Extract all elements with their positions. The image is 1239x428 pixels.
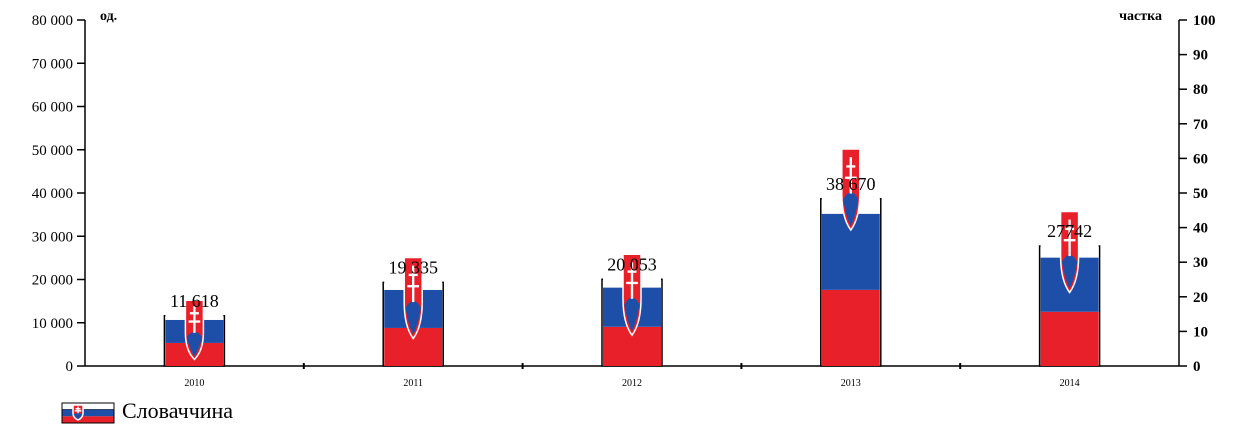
left-tick-label: 40 000 bbox=[32, 186, 73, 202]
data-label: 20 053 bbox=[607, 254, 657, 274]
data-label: 27742 bbox=[1047, 221, 1092, 241]
bar-share-red bbox=[1040, 311, 1099, 366]
left-tick-label: 0 bbox=[66, 359, 74, 375]
legend-swatch-border bbox=[61, 402, 115, 424]
coat-of-arms-icon bbox=[622, 253, 642, 337]
legend-label: Словаччина bbox=[122, 398, 233, 423]
bar-group-2014: 27742 2014 bbox=[1038, 203, 1101, 389]
left-tick-label: 20 000 bbox=[32, 273, 73, 289]
right-tick-label: 20 bbox=[1193, 290, 1208, 306]
right-tick-label: 30 bbox=[1193, 255, 1208, 271]
left-tick-label: 60 000 bbox=[32, 100, 73, 116]
right-tick-label: 70 bbox=[1193, 117, 1208, 133]
legend-swatch-red bbox=[62, 416, 114, 423]
right-tick-label: 50 bbox=[1193, 186, 1208, 202]
x-tick-label: 2011 bbox=[403, 378, 423, 389]
data-label: 38 670 bbox=[826, 174, 876, 194]
left-axis-title: од. bbox=[100, 9, 117, 24]
right-y-axis: 0 10 20 30 40 50 60 70 80 90 100 bbox=[1178, 13, 1216, 375]
right-axis-title: частка bbox=[1119, 9, 1162, 24]
legend: Словаччина bbox=[61, 398, 233, 424]
coat-of-arms-icon bbox=[403, 256, 423, 340]
left-tick-label: 50 000 bbox=[32, 143, 73, 159]
left-tick-label: 70 000 bbox=[32, 56, 73, 72]
right-tick-label: 0 bbox=[1193, 359, 1201, 375]
legend-swatch-blue bbox=[62, 409, 114, 417]
left-tick-label: 30 000 bbox=[32, 229, 73, 245]
legend-swatch-white bbox=[61, 402, 115, 411]
bar-group-2010: 11 618 2010 bbox=[163, 291, 226, 389]
right-tick-label: 60 bbox=[1193, 151, 1208, 167]
right-tick-label: 40 bbox=[1193, 221, 1208, 237]
coat-of-arms-icon bbox=[184, 299, 205, 361]
left-tick-label: 10 000 bbox=[32, 316, 73, 332]
bars: 11 618 2010 19 335 2011 20 053 2012 38 670 2013… bbox=[163, 137, 1101, 389]
legend-swatch bbox=[61, 402, 115, 424]
right-tick-label: 100 bbox=[1193, 13, 1216, 29]
right-tick-label: 90 bbox=[1193, 48, 1208, 64]
right-tick-label: 80 bbox=[1193, 82, 1208, 98]
coat-of-arms-icon bbox=[72, 404, 84, 421]
data-label: 11 618 bbox=[170, 291, 219, 311]
bar-group-2011: 19 335 2011 bbox=[382, 251, 444, 389]
coat-of-arms-icon bbox=[841, 148, 861, 232]
bar-group-2012: 20 053 2012 bbox=[601, 248, 663, 389]
x-tick-label: 2013 bbox=[841, 378, 861, 389]
bar-group-2013: 38 670 2013 bbox=[820, 137, 882, 389]
x-tick-label: 2014 bbox=[1060, 378, 1080, 389]
left-y-axis: 0 10 000 20 000 30 000 40 000 50 000 60 000 70 … bbox=[32, 13, 86, 375]
right-tick-label: 10 bbox=[1193, 324, 1208, 340]
coat-of-arms-icon bbox=[1059, 210, 1080, 294]
data-label: 19 335 bbox=[388, 257, 438, 277]
x-tick-label: 2010 bbox=[184, 378, 204, 389]
x-tick-label: 2012 bbox=[622, 378, 642, 389]
bar-share-red bbox=[821, 289, 880, 366]
left-tick-label: 80 000 bbox=[32, 13, 73, 29]
